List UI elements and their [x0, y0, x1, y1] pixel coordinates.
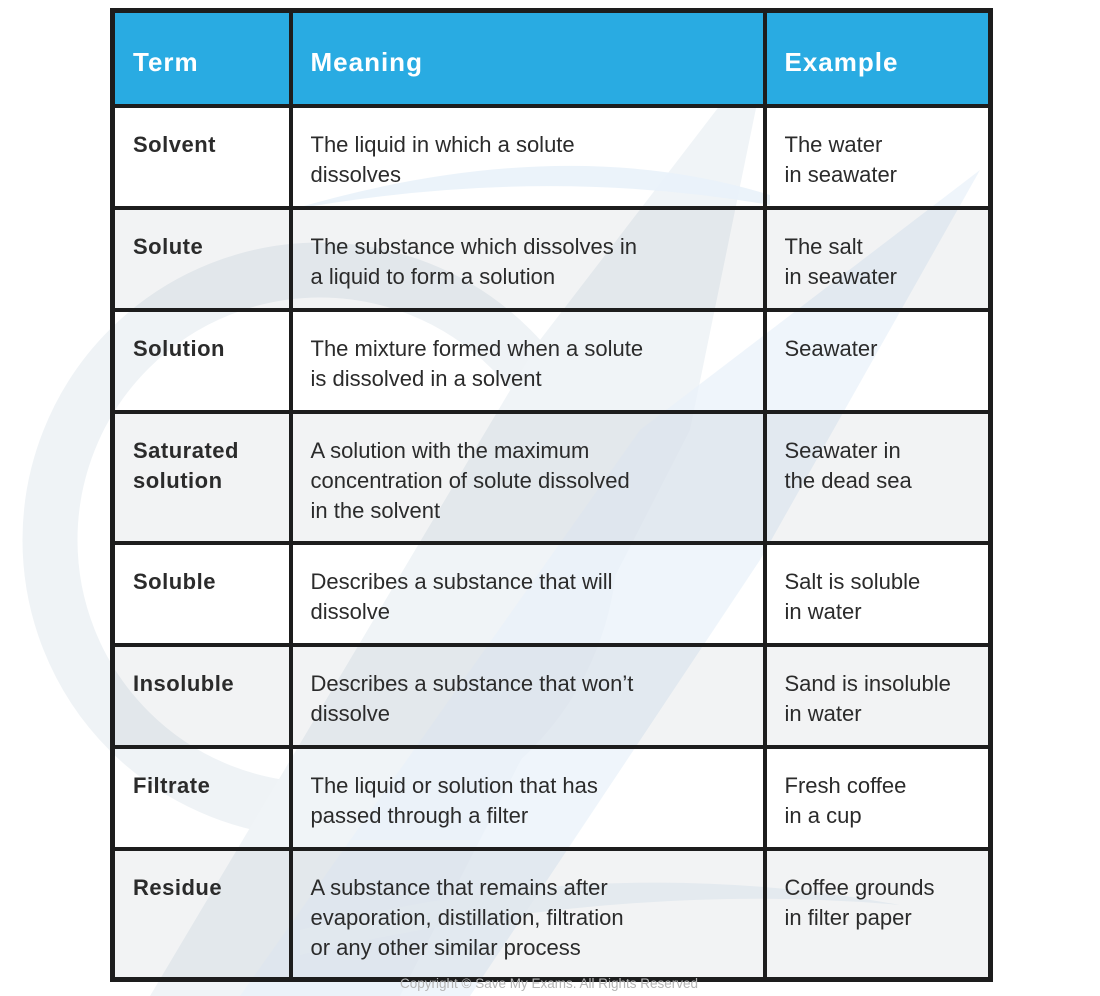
example-cell: Seawater — [762, 307, 993, 414]
example-cell: Seawater in the dead sea — [762, 409, 993, 545]
term-cell: Solution — [110, 307, 293, 414]
table-row: Insoluble Describes a substance that won… — [110, 642, 993, 749]
table-row: Soluble Describes a substance that will … — [110, 540, 993, 647]
term-cell: Filtrate — [110, 744, 293, 851]
table-row: Residue A substance that remains after e… — [110, 846, 993, 982]
meaning-cell: A solution with the maximum concentratio… — [288, 409, 767, 545]
meaning-cell: The substance which dissolves in a liqui… — [288, 205, 767, 312]
column-header-meaning: Meaning — [288, 8, 767, 108]
meaning-cell: The mixture formed when a solute is diss… — [288, 307, 767, 414]
copyright-notice: Copyright © Save My Exams. All Rights Re… — [399, 976, 699, 991]
term-cell: Insoluble — [110, 642, 293, 749]
header-row: Term Meaning Example — [110, 8, 993, 108]
meaning-cell: The liquid or solution that has passed t… — [288, 744, 767, 851]
definitions-table: Term Meaning Example Solvent The liquid … — [110, 8, 993, 982]
table-row: Solution The mixture formed when a solut… — [110, 307, 993, 414]
example-cell: Salt is soluble in water — [762, 540, 993, 647]
example-cell: Fresh coffee in a cup — [762, 744, 993, 851]
column-header-term: Term — [110, 8, 293, 108]
term-cell: Solute — [110, 205, 293, 312]
meaning-cell: Describes a substance that will dissolve — [288, 540, 767, 647]
term-cell: Solvent — [110, 103, 293, 210]
meaning-cell: The liquid in which a solute dissolves — [288, 103, 767, 210]
meaning-cell: Describes a substance that won’t dissolv… — [288, 642, 767, 749]
example-cell: The water in seawater — [762, 103, 993, 210]
example-cell: Coffee grounds in filter paper — [762, 846, 993, 982]
table-row: Filtrate The liquid or solution that has… — [110, 744, 993, 851]
table-row: Solute The substance which dissolves in … — [110, 205, 993, 312]
table-row: Solvent The liquid in which a solute dis… — [110, 103, 993, 210]
column-header-example: Example — [762, 8, 993, 108]
term-cell: Soluble — [110, 540, 293, 647]
meaning-cell: A substance that remains after evaporati… — [288, 846, 767, 982]
term-cell: Residue — [110, 846, 293, 982]
table-row: Saturated solution A solution with the m… — [110, 409, 993, 545]
example-cell: Sand is insoluble in water — [762, 642, 993, 749]
term-cell: Saturated solution — [110, 409, 293, 545]
example-cell: The salt in seawater — [762, 205, 993, 312]
